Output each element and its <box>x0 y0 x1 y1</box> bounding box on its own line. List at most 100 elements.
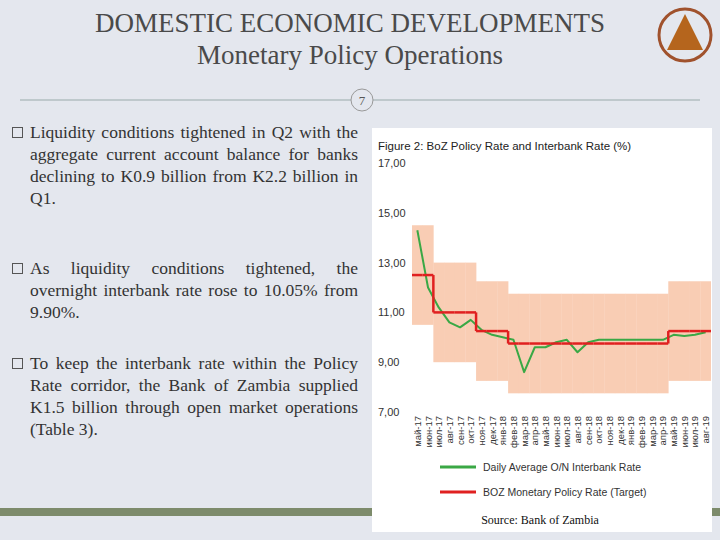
corridor-band <box>412 225 423 325</box>
corridor-band <box>455 263 466 363</box>
x-tick-label: май-17 <box>412 416 423 447</box>
corridor-band <box>508 294 519 394</box>
x-tick-label: сен-17 <box>455 416 466 445</box>
title: DOMESTIC ECONOMIC DEVELOPMENTS <box>95 8 605 38</box>
policy-rate-step <box>583 342 594 345</box>
policy-rate-step <box>690 330 701 333</box>
policy-rate-step <box>423 274 434 277</box>
chart-panel <box>372 128 712 508</box>
policy-rate-step <box>487 330 498 333</box>
x-tick-label: окт-17 <box>465 416 476 444</box>
legend-label: Daily Average O/N Interbank Rate <box>483 461 641 473</box>
slide: DOMESTIC ECONOMIC DEVELOPMENTSMonetary P… <box>0 0 720 540</box>
step-connector <box>475 312 478 331</box>
corridor-band <box>572 294 583 394</box>
source: Source: Bank of Zambia <box>481 513 599 527</box>
policy-rate-step <box>668 330 679 333</box>
x-tick-label: июн-18 <box>551 416 562 447</box>
x-tick-label: авг-19 <box>700 416 711 444</box>
plot-area <box>412 225 711 393</box>
corridor-band <box>690 281 701 381</box>
corridor-band <box>626 294 637 394</box>
bullet-text: Liquidity conditions tightened in Q2 wit… <box>30 121 358 209</box>
x-tick-label: фев-19 <box>636 416 647 448</box>
x-tick-label: апр-18 <box>529 416 540 445</box>
y-tick-label: 15,00 <box>378 207 406 219</box>
corridor-band <box>679 281 690 381</box>
logo <box>659 9 711 61</box>
step-connector <box>667 331 670 343</box>
legend-label: BOZ Monetary Policy Rate (Target) <box>483 486 646 498</box>
corridor-band <box>658 294 669 394</box>
page-circle <box>351 89 373 111</box>
x-tick-label: мар-19 <box>647 416 658 447</box>
bullet-text: To keep the interbank rate within the Po… <box>30 352 358 440</box>
corridor-band <box>594 294 605 394</box>
corridor-band <box>636 294 647 394</box>
x-tick-label: июл-19 <box>689 416 700 448</box>
policy-rate-step <box>679 330 690 333</box>
corridor-band <box>700 281 711 381</box>
y-tick-label: 13,00 <box>378 257 406 269</box>
y-tick-label: 17,00 <box>378 157 406 169</box>
policy-rate-step <box>444 311 455 314</box>
step-connector <box>507 331 510 343</box>
logo-shape <box>667 14 703 50</box>
step-connector <box>432 275 435 312</box>
page-number: 7 <box>359 93 366 108</box>
policy-rate-step <box>508 342 519 345</box>
policy-rate-step <box>551 342 562 345</box>
x-tick-label: май-19 <box>668 416 679 447</box>
y-tick <box>409 412 412 413</box>
policy-rate-step <box>476 330 487 333</box>
source-box <box>372 508 712 532</box>
x-tick-label: дек-17 <box>487 416 498 445</box>
x-tick-label: апр-19 <box>657 416 668 445</box>
y-tick <box>409 262 412 263</box>
corridor-band <box>487 281 498 381</box>
corridor-band <box>519 294 530 394</box>
corridor-band <box>497 281 508 381</box>
policy-rate-step <box>497 330 508 333</box>
corridor-band <box>444 263 455 363</box>
corridor-band <box>668 281 679 381</box>
policy-rate-step <box>636 342 647 345</box>
policy-rate-step <box>700 330 711 333</box>
x-tick-label: июл-17 <box>433 416 444 448</box>
corridor-band <box>604 294 615 394</box>
y-tick <box>409 362 412 363</box>
x-tick-label: ноя-17 <box>476 416 487 445</box>
subtitle: Monetary Policy Operations <box>197 40 503 70</box>
policy-rate-step <box>604 342 615 345</box>
bullet-text: As liquidity conditions tightened, the o… <box>30 257 358 323</box>
x-tick-label: янв-19 <box>625 416 636 445</box>
corridor-band <box>529 294 540 394</box>
policy-rate-step <box>412 274 423 277</box>
policy-rate-step <box>562 342 573 345</box>
policy-rate-step <box>433 311 444 314</box>
policy-rate-step <box>626 342 637 345</box>
corridor-band <box>551 294 562 394</box>
corridor-band <box>647 294 658 394</box>
x-tick-label: фев-18 <box>508 416 519 448</box>
x-tick-label: дек-18 <box>615 416 626 445</box>
policy-rate-step <box>540 342 551 345</box>
y-tick-label: 9,00 <box>378 356 399 368</box>
x-tick-label: мар-18 <box>519 416 530 447</box>
y-tick <box>409 212 412 213</box>
corridor-band <box>423 225 434 325</box>
x-tick-label: июл-18 <box>561 416 572 448</box>
y-tick <box>409 312 412 313</box>
policy-rate-step <box>615 342 626 345</box>
corridor-band <box>465 263 476 363</box>
x-tick-label: авг-18 <box>572 416 583 444</box>
policy-rate-step <box>658 342 669 345</box>
corridor-band <box>433 263 444 363</box>
x-tick-label: июн-19 <box>679 416 690 447</box>
policy-rate-step <box>572 342 583 345</box>
policy-rate-step <box>519 342 530 345</box>
policy-rate-step <box>529 342 540 345</box>
policy-rate-step <box>465 311 476 314</box>
corridor-band <box>540 294 551 394</box>
bullet-marker <box>12 263 23 274</box>
